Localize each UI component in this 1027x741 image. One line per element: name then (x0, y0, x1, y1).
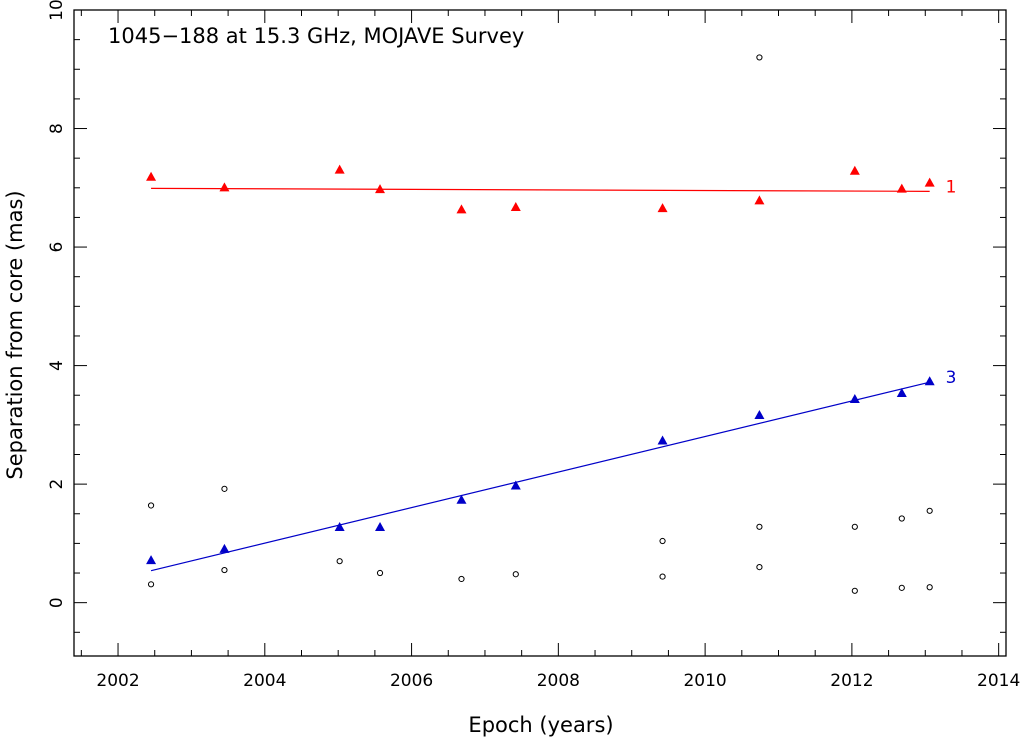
data-point-circle (458, 575, 465, 583)
tick-labels: 2002 2004 2006 2008 2010 2012 2014 0 2 4 6 8 10 (47, 0, 1020, 691)
x-axis-label: Epoch (years) (468, 713, 613, 737)
data-point-triangle (849, 393, 860, 403)
data-point-triangle (334, 521, 345, 531)
data-points (146, 54, 935, 594)
axis-ticks (74, 9, 1006, 656)
data-point-circle (147, 502, 155, 509)
fit-line-3 (150, 381, 930, 572)
data-point-triangle (896, 183, 907, 193)
x-tick-label: 2010 (683, 671, 726, 691)
y-tick-label: 6 (47, 242, 67, 253)
x-tick-label: 2008 (537, 671, 580, 691)
data-point-circle (926, 507, 933, 514)
data-point-triangle (657, 435, 668, 445)
data-point-triangle (754, 409, 765, 419)
plot-border (73, 9, 1007, 657)
data-point-triangle (849, 165, 860, 175)
fit-line-1 (151, 187, 930, 192)
data-point-circle (659, 573, 666, 580)
data-point-circle (898, 584, 905, 591)
series-label-3: 3 (946, 368, 957, 388)
data-point-triangle (146, 171, 157, 181)
data-point-triangle (146, 555, 157, 565)
y-tick-label: 10 (47, 0, 67, 21)
data-point-circle (851, 587, 858, 594)
x-tick-label: 2004 (243, 671, 286, 691)
data-point-triangle (219, 182, 230, 192)
data-point-triangle (924, 177, 935, 187)
x-tick-label: 2002 (96, 671, 139, 691)
data-point-circle (221, 485, 228, 492)
data-point-triangle (334, 164, 345, 174)
y-tick-label: 0 (47, 597, 67, 608)
fit-lines (150, 187, 930, 572)
data-point-triangle (754, 195, 765, 205)
plot-frame (73, 9, 1007, 657)
data-point-triangle (375, 184, 386, 194)
data-point-triangle (657, 203, 668, 213)
series-labels: 13 (946, 177, 957, 388)
y-tick-label: 2 (47, 479, 67, 490)
chart-title: 1045−188 at 15.3 GHz, MOJAVE Survey (108, 24, 524, 48)
x-tick-label: 2014 (977, 671, 1020, 691)
y-axis-label: Separation from core (mas) (3, 190, 27, 479)
data-point-circle (659, 537, 666, 545)
data-point-triangle (456, 204, 467, 214)
data-point-circle (756, 523, 763, 530)
x-tick-label: 2006 (390, 671, 433, 691)
series-label-1: 1 (946, 177, 957, 197)
data-point-circle (756, 564, 763, 571)
data-point-circle (221, 566, 228, 574)
data-point-triangle (375, 521, 386, 531)
data-point-triangle (510, 480, 521, 490)
data-point-triangle (896, 388, 907, 398)
y-tick-label: 4 (47, 360, 67, 371)
data-point-circle (851, 523, 858, 530)
data-point-circle (756, 54, 763, 61)
data-point-circle (926, 584, 933, 591)
data-point-triangle (456, 494, 467, 504)
data-point-triangle (219, 543, 230, 553)
data-point-circle (376, 569, 384, 577)
y-tick-label: 8 (47, 123, 67, 134)
data-point-triangle (510, 201, 521, 211)
data-point-circle (147, 581, 155, 588)
data-point-circle (898, 515, 905, 522)
data-point-circle (512, 571, 519, 578)
data-point-circle (336, 558, 343, 565)
data-point-triangle (924, 376, 935, 386)
x-tick-label: 2012 (830, 671, 873, 691)
